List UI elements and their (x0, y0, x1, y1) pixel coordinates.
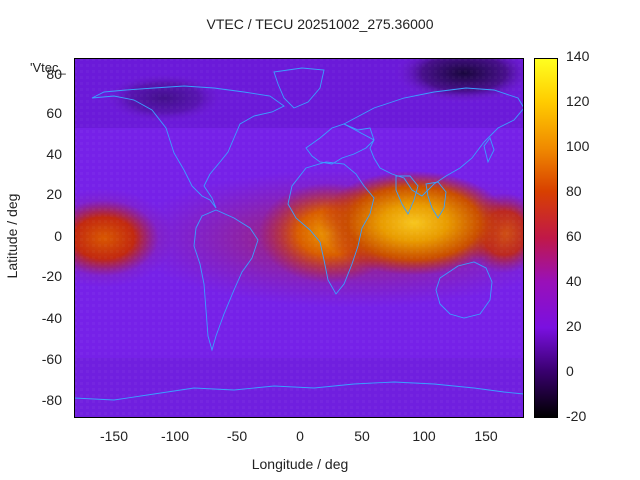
coast-japan (483, 137, 495, 164)
colorbar-tick-label: 80 (566, 183, 582, 199)
y-tick-label: 60 (46, 105, 62, 121)
legend-key-label: 'Vtec_ (30, 60, 66, 75)
y-tick-label: -60 (41, 351, 62, 367)
coastlines (74, 67, 524, 401)
x-tick-label: 50 (354, 428, 370, 444)
y-axis-label: Latitude / deg (4, 193, 20, 279)
coast-greenland (273, 67, 325, 109)
coast-africa (287, 161, 375, 295)
colorbar-tick-label: 60 (566, 228, 582, 244)
colorbar-gradient (534, 58, 558, 418)
colorbar-tick-label: 20 (566, 318, 582, 334)
x-tick-label: -50 (226, 428, 248, 444)
x-tick-label: -150 (99, 428, 129, 444)
x-tick-label: 150 (474, 428, 498, 444)
colorbar-tick-label: 100 (566, 138, 590, 154)
x-tick-label: -100 (160, 428, 190, 444)
y-tick-label: 20 (46, 186, 62, 202)
coast-asia (343, 87, 524, 197)
coast-south-america (193, 209, 259, 352)
colorbar (534, 58, 558, 418)
y-tick-label: -20 (41, 268, 62, 284)
coast-india (395, 175, 419, 215)
vtec-map-plot (74, 58, 524, 418)
plot-frame (74, 58, 524, 418)
coast-australia (435, 261, 493, 319)
y-tick-label: 80 (46, 66, 62, 82)
coast-antarctica (74, 381, 524, 401)
coast-europe (305, 123, 375, 165)
colorbar-tick-label: 0 (566, 363, 574, 379)
coast-north-america (91, 85, 285, 209)
colorbar-tick-label: -20 (566, 408, 587, 424)
colorbar-tick-label: 120 (566, 93, 590, 109)
y-tick-label: -80 (41, 392, 62, 408)
colorbar-tick-label: 40 (566, 273, 582, 289)
y-tick-label: 0 (54, 228, 62, 244)
x-tick-label: 100 (412, 428, 436, 444)
x-tick-label: 0 (296, 428, 304, 444)
y-tick-label: 40 (46, 146, 62, 162)
coast-indochina (425, 181, 447, 219)
x-axis-label: Longitude / deg (251, 456, 349, 472)
colorbar-tick-label: 140 (566, 48, 590, 64)
pixel-texture (74, 58, 524, 418)
chart-title: VTEC / TECU 20251002_275.36000 (206, 16, 434, 32)
y-tick-label: -40 (41, 310, 62, 326)
